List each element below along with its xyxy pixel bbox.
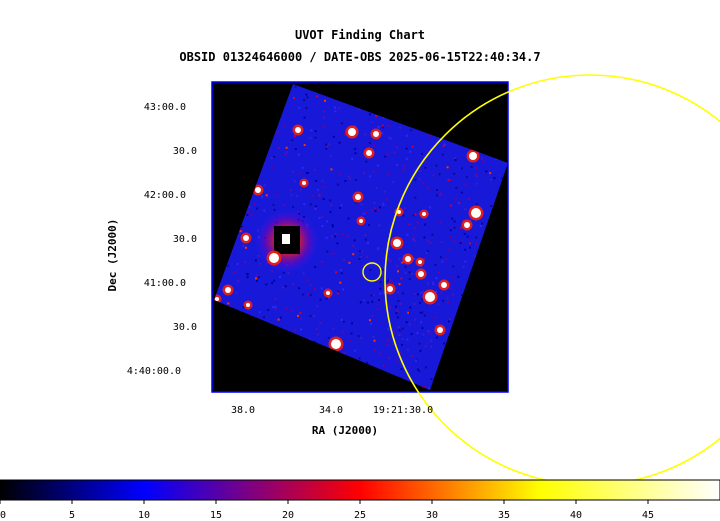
source-point bbox=[469, 152, 477, 160]
colorbar-tick-label: 35 bbox=[498, 510, 510, 521]
target-circle-small bbox=[362, 262, 382, 282]
source-point bbox=[355, 194, 361, 200]
source-point bbox=[246, 303, 250, 307]
x-tick-label: 34.0 bbox=[319, 405, 343, 416]
bright-source-halo bbox=[255, 209, 319, 273]
colorbar-tick-label: 25 bbox=[354, 510, 366, 521]
source-point bbox=[425, 292, 435, 302]
source-point bbox=[326, 291, 330, 295]
source-point bbox=[397, 210, 401, 214]
colorbar bbox=[0, 479, 720, 501]
y-tick-label: 42:00.0 bbox=[144, 190, 186, 201]
source-point bbox=[243, 235, 249, 241]
source-point bbox=[348, 128, 356, 136]
source-point bbox=[422, 212, 426, 216]
colorbar-tick-label: 30 bbox=[426, 510, 438, 521]
source-point bbox=[471, 208, 481, 218]
y-tick-label: 30.0 bbox=[173, 234, 197, 245]
colorbar-tick-label: 15 bbox=[210, 510, 222, 521]
sources-layer bbox=[214, 124, 484, 352]
image-frame bbox=[211, 81, 509, 393]
x-axis-label: RA (J2000) bbox=[312, 424, 378, 437]
source-point bbox=[373, 131, 379, 137]
source-point bbox=[387, 286, 393, 292]
y-tick-label: 30.0 bbox=[173, 146, 197, 157]
x-tick-label: 19:21:30.0 bbox=[373, 405, 433, 416]
source-point bbox=[405, 256, 411, 262]
source-point bbox=[331, 339, 341, 349]
chart-title: UVOT Finding Chart bbox=[294, 28, 426, 42]
source-point bbox=[366, 150, 372, 156]
colorbar-tick-label: 5 bbox=[69, 510, 75, 521]
source-point bbox=[359, 219, 363, 223]
colorbar-tick-label: 10 bbox=[138, 510, 150, 521]
y-tick-label: 43:00.0 bbox=[144, 102, 186, 113]
y-axis-label: Dec (J2000) bbox=[106, 219, 119, 292]
source-point bbox=[269, 253, 279, 263]
source-point bbox=[393, 239, 401, 247]
x-tick-label: 38.0 bbox=[231, 405, 255, 416]
colorbar-tick-label: 45 bbox=[642, 510, 654, 521]
source-point bbox=[464, 222, 470, 228]
chart-subtitle: OBSID 01324646000 / DATE-OBS 2025-06-15T… bbox=[179, 50, 541, 64]
colorbar-tick-label: 0 bbox=[0, 510, 6, 521]
source-point bbox=[302, 181, 306, 185]
source-point bbox=[295, 127, 301, 133]
source-point bbox=[255, 187, 261, 193]
colorbar-tick-label: 40 bbox=[570, 510, 582, 521]
source-point bbox=[215, 297, 219, 301]
y-tick-label: 4:40:00.0 bbox=[127, 366, 181, 377]
colorbar-ticks: 0 5 10 15 20 25 30 35 40 45 bbox=[0, 500, 654, 521]
colorbar-tick-label: 20 bbox=[282, 510, 294, 521]
source-point bbox=[418, 260, 422, 264]
source-point bbox=[437, 327, 443, 333]
exposure-field bbox=[214, 84, 508, 390]
y-tick-label: 30.0 bbox=[173, 322, 197, 333]
y-tick-label: 41:00.0 bbox=[144, 278, 186, 289]
source-point bbox=[441, 282, 447, 288]
source-point bbox=[225, 287, 231, 293]
source-point bbox=[418, 271, 424, 277]
